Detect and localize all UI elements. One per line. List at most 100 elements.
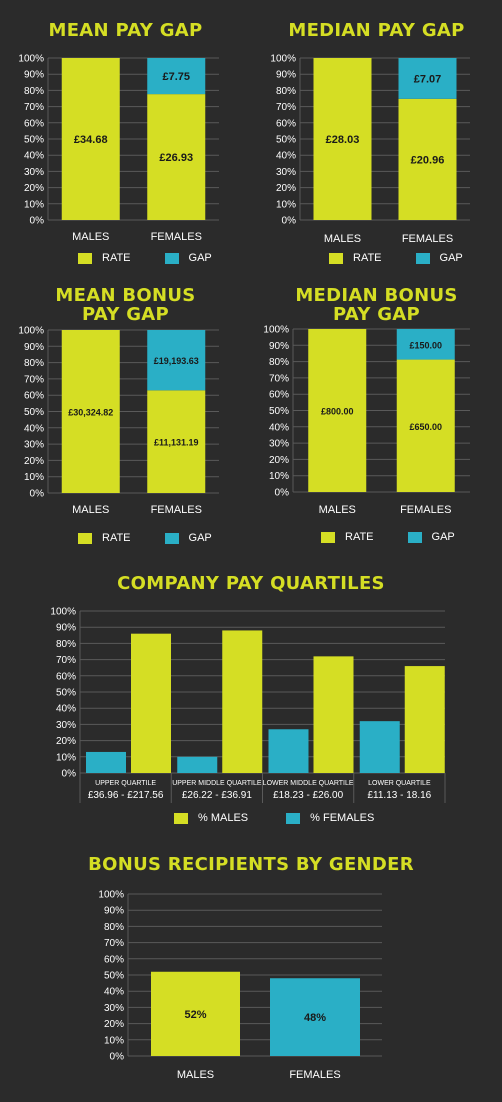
chart-legend: RATE GAP bbox=[321, 531, 455, 543]
data-label: 52% bbox=[184, 1009, 206, 1021]
y-tick-label: 60% bbox=[24, 118, 44, 129]
females-swatch bbox=[286, 812, 301, 824]
legend-label: % MALES bbox=[198, 812, 249, 824]
y-tick-label: 90% bbox=[269, 341, 289, 352]
x-tick-label: LOWER MIDDLE QUARTILE bbox=[263, 780, 354, 787]
data-label: £7.07 bbox=[414, 73, 442, 85]
y-tick-label: 80% bbox=[56, 639, 76, 650]
x-tick-label: LOWER QUARTILE bbox=[368, 780, 431, 787]
y-tick-label: 100% bbox=[18, 326, 44, 337]
chart-legend: RATE GAP bbox=[329, 252, 463, 264]
chart-title: MEAN BONUS PAY GAP bbox=[55, 285, 196, 325]
y-tick-label: 80% bbox=[24, 358, 44, 369]
x-tick-sublabel: £36.96 - £217.56 bbox=[88, 790, 164, 801]
x-tick-sublabel: £11.13 - 18.16 bbox=[367, 790, 431, 801]
y-tick-label: 90% bbox=[104, 906, 124, 917]
y-tick-label: 10% bbox=[104, 1035, 124, 1046]
y-tick-label: 90% bbox=[24, 342, 44, 353]
female-bar bbox=[86, 751, 126, 773]
legend-label: RATE bbox=[353, 252, 382, 264]
y-tick-label: 100% bbox=[263, 325, 289, 336]
chart-legend: RATE GAP bbox=[78, 532, 212, 544]
chart-title: MEAN PAY GAP bbox=[48, 20, 203, 41]
legend-item-gap: GAP bbox=[164, 532, 212, 544]
y-tick-label: 20% bbox=[276, 183, 296, 194]
x-tick-label: FEMALES bbox=[151, 231, 202, 243]
y-tick-label: 100% bbox=[98, 890, 124, 901]
legend-item-rate: RATE bbox=[329, 252, 382, 264]
y-tick-label: 40% bbox=[104, 987, 124, 998]
x-tick-label: FEMALES bbox=[151, 504, 202, 516]
y-tick-label: 40% bbox=[56, 704, 76, 715]
y-tick-label: 70% bbox=[24, 102, 44, 113]
female-bar bbox=[177, 756, 218, 773]
y-tick-label: 70% bbox=[276, 102, 296, 113]
rate-bar bbox=[313, 58, 372, 220]
y-tick-label: 10% bbox=[276, 199, 296, 210]
y-tick-label: 10% bbox=[24, 199, 44, 210]
y-tick-label: 0% bbox=[30, 216, 45, 227]
median-bonus-pay-gap-chart: 0% 10% 20% 30% 40% 50% 60% 70% 80% 90% 100% £800.00… bbox=[263, 325, 470, 516]
y-tick-label: 20% bbox=[104, 1019, 124, 1030]
rate-swatch bbox=[321, 531, 335, 543]
x-tick-sublabel: £26.22 - £36.91 bbox=[182, 790, 252, 801]
legend-item-males: % MALES bbox=[174, 812, 248, 824]
rate-bar bbox=[308, 329, 367, 492]
y-tick-label: 10% bbox=[24, 472, 44, 483]
x-tick-label: MALES bbox=[319, 504, 356, 516]
y-tick-label: 10% bbox=[56, 752, 76, 763]
y-tick-label: 80% bbox=[276, 86, 296, 97]
data-label: £150.00 bbox=[409, 340, 442, 350]
x-tick-label: FEMALES bbox=[400, 504, 451, 516]
legend-label: RATE bbox=[345, 531, 374, 543]
male-bar bbox=[313, 656, 354, 773]
y-tick-label: 50% bbox=[24, 407, 44, 418]
y-tick-label: 40% bbox=[269, 422, 289, 433]
y-tick-label: 50% bbox=[104, 971, 124, 982]
legend-item-rate: RATE bbox=[78, 532, 131, 544]
y-tick-label: 70% bbox=[56, 655, 76, 666]
male-bar bbox=[222, 630, 263, 773]
data-label: £650.00 bbox=[409, 422, 442, 432]
chart-title: MEDIAN PAY GAP bbox=[288, 20, 465, 41]
y-tick-label: 20% bbox=[269, 455, 289, 466]
rate-bar bbox=[147, 94, 206, 220]
male-bar bbox=[151, 971, 240, 1056]
legend-item-gap: GAP bbox=[415, 252, 463, 264]
male-bar bbox=[404, 666, 445, 773]
chart-title: MEDIAN BONUS PAY GAP bbox=[295, 285, 458, 325]
company-pay-quartiles-chart: 0% 10% 20% 30% 40% 50% 60% 70% 80% 90% 100% UPPER Q… bbox=[50, 607, 446, 803]
y-tick-label: 70% bbox=[24, 374, 44, 385]
legend-item-gap: GAP bbox=[164, 252, 212, 264]
gap-bar bbox=[398, 58, 457, 99]
rate-bar bbox=[396, 359, 455, 492]
y-tick-label: 30% bbox=[24, 167, 44, 178]
median-pay-gap-panel: MEDIAN PAY GAP 0% 10% 20% 30% 40% 50% 60% 70% 80… bbox=[251, 0, 502, 280]
y-tick-label: 60% bbox=[24, 391, 44, 402]
legend-label: GAP bbox=[439, 252, 463, 264]
y-tick-label: 50% bbox=[269, 406, 289, 417]
y-tick-label: 50% bbox=[56, 688, 76, 699]
gap-swatch bbox=[415, 252, 430, 264]
legend-item-gap: GAP bbox=[407, 531, 455, 543]
x-tick-label: MALES bbox=[72, 231, 109, 243]
data-label: £28.03 bbox=[326, 134, 360, 146]
x-tick-label: MALES bbox=[177, 1069, 214, 1081]
mean-pay-gap-panel: MEAN PAY GAP 0% 10% 20% 30% 40% 50% 60% 70% 80% 9… bbox=[0, 0, 251, 280]
y-tick-label: 70% bbox=[104, 938, 124, 949]
data-label: £20.96 bbox=[411, 154, 445, 166]
x-tick-label: FEMALES bbox=[402, 233, 453, 245]
y-tick-label: 60% bbox=[269, 390, 289, 401]
rate-bar bbox=[61, 58, 120, 220]
rate-swatch bbox=[78, 532, 92, 544]
legend-label: GAP bbox=[431, 531, 455, 543]
data-label: £19,193.63 bbox=[154, 356, 199, 366]
data-label: 48% bbox=[304, 1012, 326, 1024]
y-tick-label: 0% bbox=[275, 488, 290, 499]
bonus-recipients-panel: BONUS RECIPIENTS BY GENDER 0% 10% 20% 30% 40… bbox=[0, 840, 502, 1102]
y-tick-label: 40% bbox=[24, 423, 44, 434]
gap-bar bbox=[396, 329, 455, 360]
median-pay-gap-chart: 0% 10% 20% 30% 40% 50% 60% 70% 80% 90% 100% £28.03 M… bbox=[270, 54, 470, 245]
y-tick-label: 0% bbox=[110, 1052, 125, 1063]
y-tick-label: 30% bbox=[276, 167, 296, 178]
